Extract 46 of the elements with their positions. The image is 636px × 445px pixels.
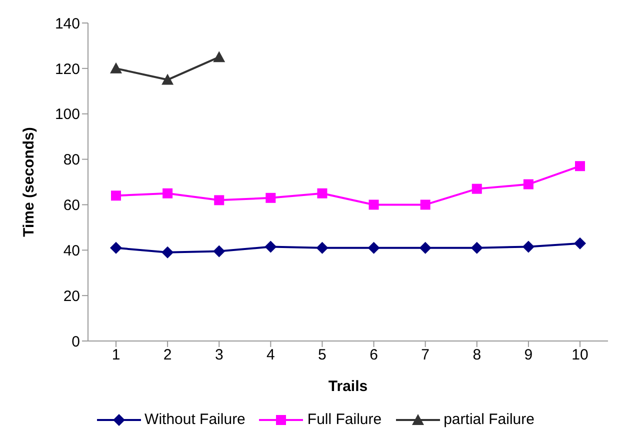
x-tick-label: 6 xyxy=(370,346,378,364)
legend-label: Without Failure xyxy=(144,411,246,428)
x-tick-label: 9 xyxy=(524,346,533,364)
point xyxy=(264,240,277,253)
point xyxy=(316,242,328,254)
y-tick-label: 20 xyxy=(63,288,80,305)
point xyxy=(162,188,173,198)
x-tick-label: 1 xyxy=(112,346,120,364)
point xyxy=(317,188,328,198)
point xyxy=(110,242,122,254)
y-tick-label: 140 xyxy=(54,15,80,32)
point xyxy=(162,74,174,85)
point xyxy=(213,245,226,258)
x-tick-label: 4 xyxy=(266,346,275,364)
y-tick-label: 40 xyxy=(63,242,80,260)
point xyxy=(522,240,534,253)
legend-label: partial Failure xyxy=(442,411,534,428)
point xyxy=(213,51,226,62)
point xyxy=(368,242,380,254)
x-tick-label: 5 xyxy=(318,346,326,364)
y-tick-label: 0 xyxy=(72,333,80,350)
legend-label: Full Failure xyxy=(306,411,382,428)
point xyxy=(472,184,482,194)
point xyxy=(162,246,174,258)
x-axis-title: Trails xyxy=(328,378,368,395)
point xyxy=(110,62,122,74)
point xyxy=(214,195,224,206)
x-tick-label: 2 xyxy=(163,346,172,364)
point xyxy=(523,179,534,190)
point xyxy=(419,242,432,254)
y-tick-label: 120 xyxy=(54,60,80,78)
y-tick-label: 80 xyxy=(63,152,80,169)
y-tick-label: 60 xyxy=(63,197,80,214)
point xyxy=(420,200,430,210)
x-tick-label: 10 xyxy=(572,346,588,364)
point xyxy=(266,192,276,203)
point xyxy=(575,161,585,172)
point xyxy=(111,190,121,201)
point xyxy=(470,242,483,254)
y-tick-label: 100 xyxy=(54,106,80,124)
point xyxy=(368,200,379,210)
x-tick-label: 3 xyxy=(214,346,224,364)
point xyxy=(574,237,586,250)
x-tick-label: 8 xyxy=(472,346,482,364)
y-axis-title: Time (seconds) xyxy=(20,127,38,237)
x-tick-label: 7 xyxy=(421,346,430,364)
